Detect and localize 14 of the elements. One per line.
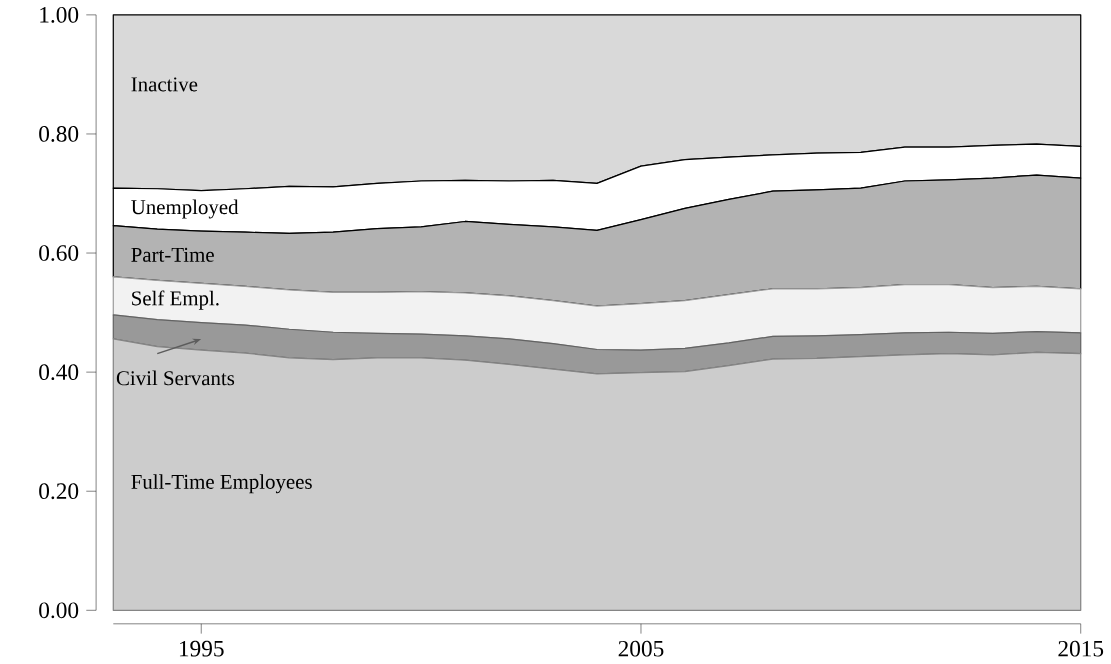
y-tick-label: 1.00 [40,7,79,24]
y-tick-label: 0.40 [39,364,79,381]
y-tick-label: 0.20 [39,483,79,500]
x-tick-label: 2015 [1058,641,1104,657]
series-label: Part-Time [131,248,214,263]
x-tick-label: 2005 [618,641,664,657]
legend-label: Civil Servants [116,370,235,386]
y-tick-label: 0.60 [39,245,79,262]
series-label: Unemployed [131,199,239,219]
y-tick-label: 0.00 [39,602,79,619]
y-tick-label: 0.80 [39,126,79,143]
series-label: Full-Time Employees [131,474,312,494]
x-tick-label: 1995 [179,641,224,657]
series-label: Self Empl. [132,290,219,310]
